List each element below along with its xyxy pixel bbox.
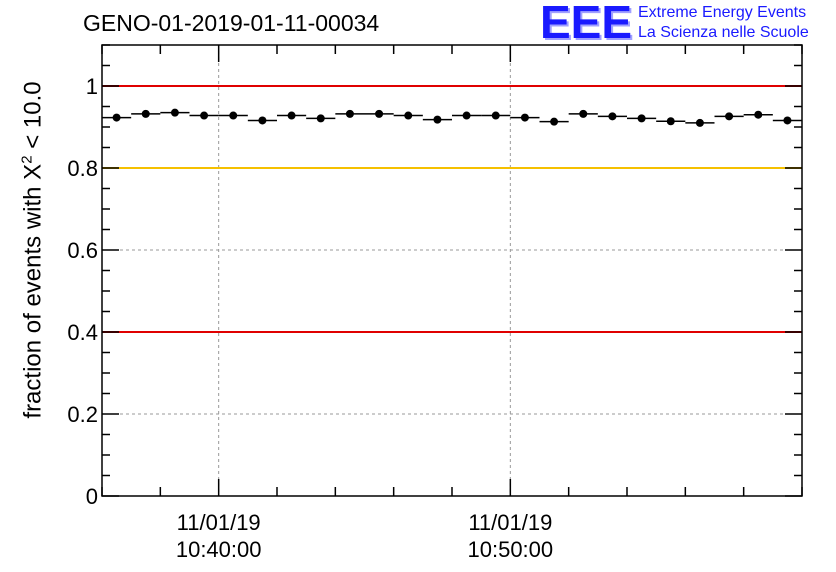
data-point <box>316 114 325 123</box>
y-tick-label: 0 <box>86 484 98 509</box>
y-tick-label: 0.6 <box>67 238 98 263</box>
y-axis-label-sup: 2 <box>18 155 36 164</box>
plot-frame <box>101 44 803 497</box>
data-point <box>754 110 763 119</box>
data-point <box>695 118 704 127</box>
data-point <box>520 113 529 122</box>
data-point <box>491 111 500 120</box>
eee-logo: EEE EEE <box>540 2 634 46</box>
y-tick-label: 0.2 <box>67 402 98 427</box>
data-points <box>102 108 802 127</box>
data-point <box>200 111 209 120</box>
y-tick-label: 0.4 <box>67 320 98 345</box>
y-tick-label: 1 <box>86 74 98 99</box>
data-point <box>637 114 646 123</box>
data-point <box>258 116 267 125</box>
data-point <box>666 117 675 126</box>
data-point <box>287 111 296 120</box>
x-tick-label-date: 11/01/19 <box>177 510 261 535</box>
data-point <box>112 113 121 122</box>
data-point <box>579 109 588 118</box>
data-point <box>725 112 734 121</box>
logo-letters-shadow: EEE <box>542 2 634 46</box>
x-tick-label-date: 11/01/19 <box>468 510 552 535</box>
data-point <box>608 112 617 121</box>
data-point <box>550 117 559 126</box>
data-point <box>433 115 442 124</box>
data-point <box>462 111 471 120</box>
logo-letters: EEE <box>540 2 632 46</box>
data-point <box>141 109 150 118</box>
y-axis-label: fraction of events with X2 < 10.0 <box>19 81 48 418</box>
y-tick-label: 0.8 <box>67 156 98 181</box>
grid-lines <box>102 45 802 497</box>
logo-line-1: Extreme Energy Events <box>638 4 807 21</box>
y-axis-label-suffix: < 10.0 <box>19 81 47 156</box>
data-point <box>404 111 413 120</box>
logo-line-2: La Scienza nelle Scuole <box>638 24 809 41</box>
data-point <box>345 109 354 118</box>
x-tick-label-time: 10:50:00 <box>468 537 554 562</box>
x-tick-label-time: 10:40:00 <box>176 537 262 562</box>
logo-text: Extreme Energy Events La Scienza nelle S… <box>638 3 809 43</box>
reference-lines <box>102 85 802 333</box>
data-point <box>375 109 384 118</box>
data-point <box>170 108 179 117</box>
y-axis: 0 0.2 0.4 0.6 0.8 1 <box>67 44 802 509</box>
data-point <box>783 116 792 125</box>
data-point <box>229 111 238 120</box>
chart-title: GENO-01-2019-01-11-00034 <box>83 10 380 36</box>
y-axis-label-prefix: fraction of events with X <box>19 163 47 419</box>
